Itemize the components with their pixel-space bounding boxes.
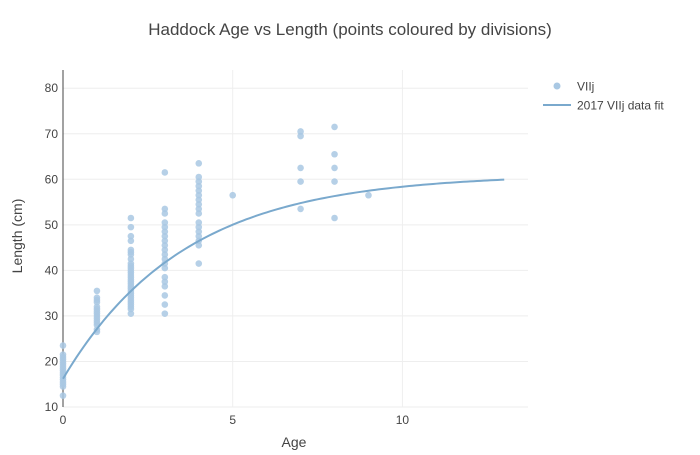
scatter-point[interactable] [161, 228, 169, 235]
scatter-point[interactable] [161, 169, 169, 176]
scatter-series[interactable] [59, 123, 372, 399]
scatter-point[interactable] [297, 178, 304, 185]
scatter-point[interactable] [93, 294, 101, 302]
y-tick-label: 10 [45, 400, 59, 414]
scatter-point[interactable] [195, 178, 203, 185]
y-tick-label: 40 [45, 263, 59, 277]
scatter-point[interactable] [93, 303, 101, 311]
scatter-point[interactable] [127, 214, 135, 222]
scatter-point[interactable] [229, 191, 237, 199]
scatter-point[interactable] [93, 287, 101, 295]
x-tick-label: 0 [60, 413, 67, 427]
scatter-point[interactable] [195, 260, 203, 267]
legend-item-line[interactable]: 2017 VIIj data fit [543, 99, 664, 113]
scatter-point[interactable] [127, 260, 135, 267]
scatter-point[interactable] [195, 201, 203, 208]
scatter-point[interactable] [161, 219, 169, 226]
y-tick-label: 80 [45, 81, 59, 95]
scatter-point[interactable] [297, 132, 304, 140]
chart-title: Haddock Age vs Length (points coloured b… [148, 20, 552, 39]
scatter-point[interactable] [127, 223, 135, 231]
legend-item-scatter[interactable]: VIIj [553, 80, 595, 94]
y-tick-label: 60 [45, 172, 59, 186]
scatter-point[interactable] [161, 283, 169, 290]
scatter-point[interactable] [195, 191, 203, 199]
y-tick-label: 50 [45, 218, 59, 232]
scatter-point[interactable] [195, 219, 203, 226]
scatter-point[interactable] [331, 150, 338, 158]
scatter-point[interactable] [331, 123, 338, 131]
scatter-point[interactable] [127, 232, 135, 240]
y-tick-label: 20 [45, 354, 59, 368]
scatter-point[interactable] [161, 237, 169, 245]
y-tick-label: 70 [45, 127, 59, 141]
scatter-point[interactable] [161, 251, 169, 258]
scatter-point[interactable] [161, 264, 169, 272]
x-axis-label: Age [282, 434, 307, 450]
scatter-point[interactable] [161, 292, 169, 299]
scatter-point[interactable] [195, 223, 203, 231]
scatter-point[interactable] [195, 210, 203, 217]
scatter-point[interactable] [161, 278, 169, 286]
scatter-point[interactable] [127, 255, 135, 263]
scatter-point[interactable] [161, 232, 169, 240]
x-tick-label: 5 [229, 413, 236, 427]
scatter-point[interactable] [331, 178, 338, 185]
scatter-point[interactable] [195, 232, 203, 240]
y-tick-label: 30 [45, 309, 59, 323]
scatter-point[interactable] [161, 223, 169, 231]
scatter-point[interactable] [195, 187, 203, 194]
scatter-point[interactable] [59, 351, 67, 358]
scatter-point[interactable] [127, 237, 135, 245]
scatter-point[interactable] [297, 128, 304, 135]
y-axis-label: Length (cm) [9, 199, 25, 274]
axes: 10 20 30 40 50 60 70 80 0 5 10 [45, 70, 410, 427]
legend-label-line: 2017 VIIj data fit [577, 99, 664, 113]
scatter-point[interactable] [297, 205, 304, 213]
scatter-point[interactable] [59, 392, 67, 399]
legend-label-scatter: VIIj [577, 80, 594, 94]
scatter-point[interactable] [161, 301, 169, 308]
scatter-point[interactable] [195, 173, 203, 181]
scatter-point[interactable] [331, 214, 338, 222]
scatter-point[interactable] [195, 205, 203, 213]
scatter-point[interactable] [161, 310, 169, 317]
scatter-point[interactable] [195, 160, 203, 167]
scatter-point[interactable] [195, 242, 203, 249]
scatter-point[interactable] [161, 242, 169, 249]
scatter-point[interactable] [161, 273, 169, 281]
scatter-point[interactable] [365, 191, 372, 199]
scatter-point[interactable] [161, 210, 169, 217]
scatter-point[interactable] [297, 164, 304, 172]
scatter-point[interactable] [161, 205, 169, 213]
scatter-point[interactable] [59, 342, 67, 349]
scatter-point[interactable] [195, 228, 203, 235]
fit-line-series[interactable] [62, 178, 505, 380]
fit-line[interactable] [62, 178, 505, 380]
legend[interactable]: VIIj 2017 VIIj data fit [543, 80, 664, 113]
scatter-point[interactable] [195, 182, 203, 190]
legend-marker-dot [553, 82, 561, 90]
scatter-point[interactable] [331, 164, 338, 172]
scatter-point[interactable] [127, 310, 135, 317]
scatter-point[interactable] [195, 196, 203, 204]
scatter-point[interactable] [161, 246, 169, 254]
scatter-point[interactable] [127, 246, 135, 254]
x-tick-label: 10 [396, 413, 410, 427]
grid-lines [62, 70, 528, 408]
